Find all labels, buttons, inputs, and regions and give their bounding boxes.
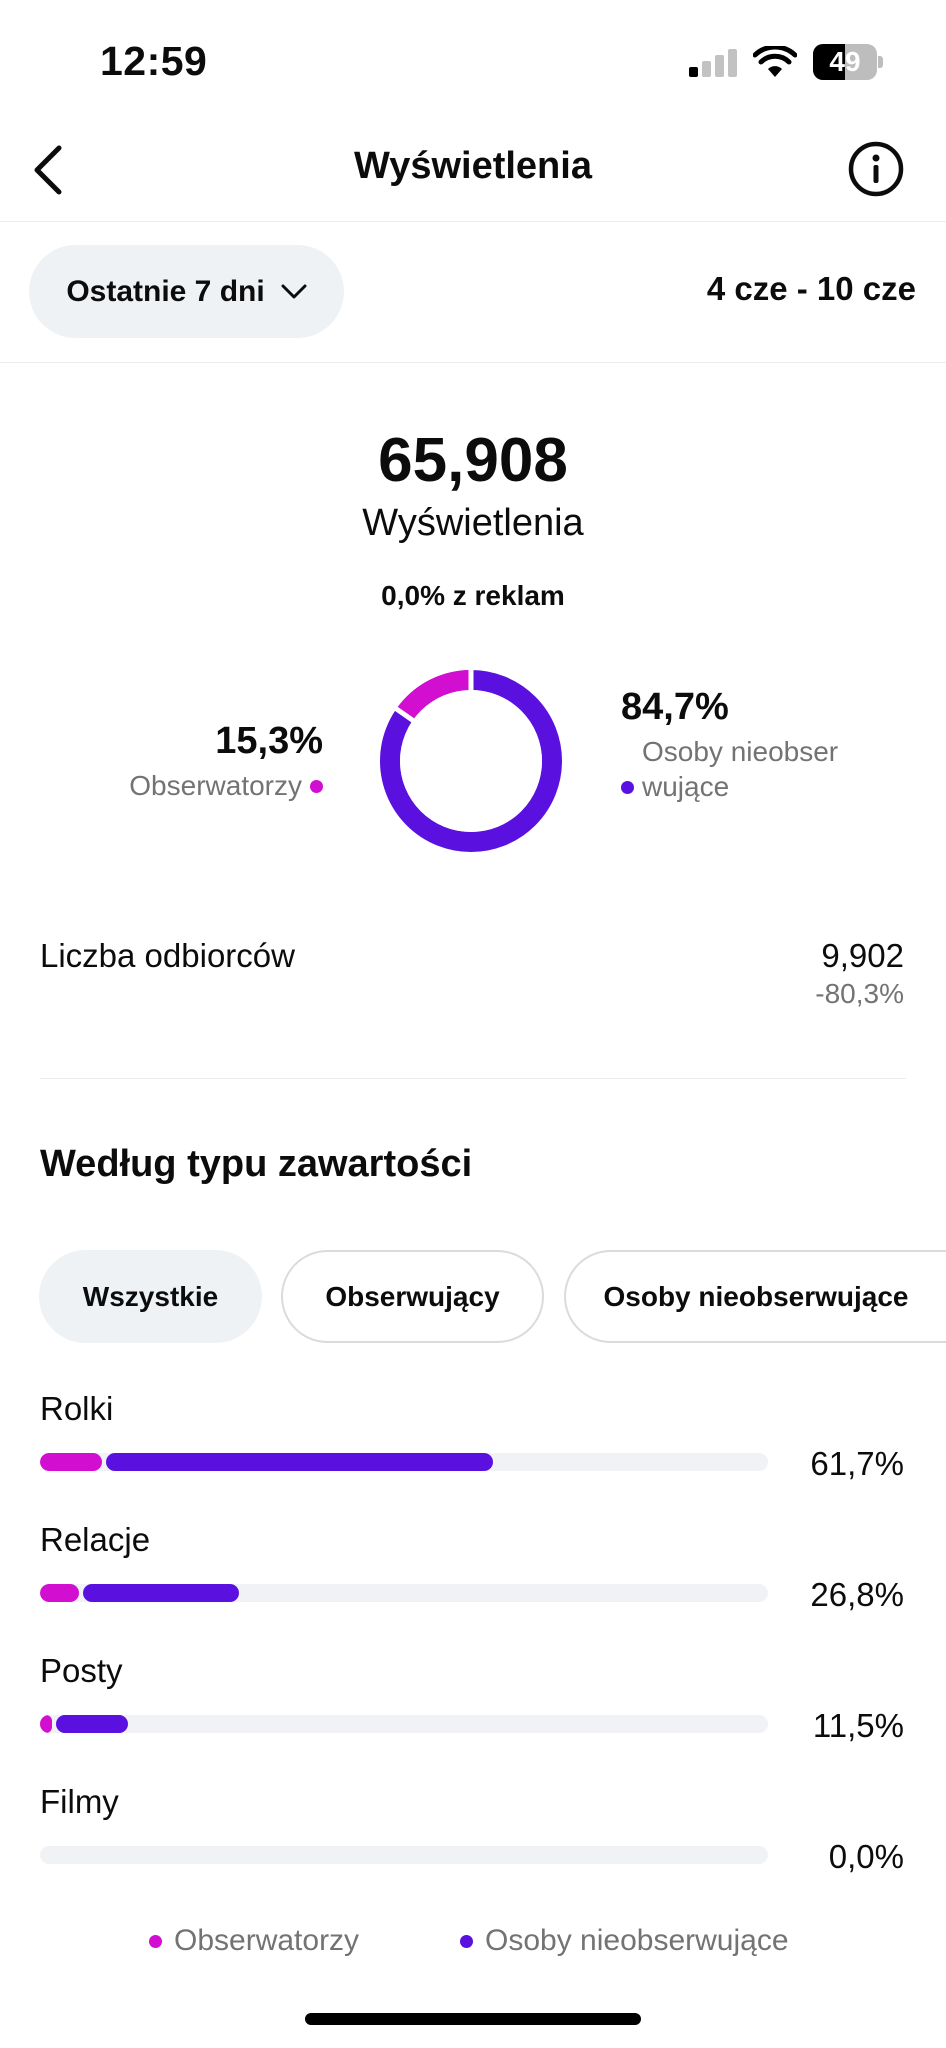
legend-followers-label: Obserwatorzy — [174, 1924, 360, 1957]
bar-seg-followers — [40, 1453, 102, 1471]
non-followers-dot — [621, 781, 634, 794]
followers-pct: 15,3% — [215, 720, 323, 762]
audience-label: Liczba odbiorców — [40, 937, 295, 974]
wifi-icon — [753, 46, 797, 77]
audience-divider — [40, 1078, 906, 1079]
header-divider — [0, 221, 946, 222]
row-pct-posts: 11,5% — [812, 1707, 904, 1744]
info-icon[interactable] — [846, 139, 906, 199]
donut-hole — [400, 690, 542, 832]
cellular-signal-icon — [689, 49, 737, 77]
bar-seg-non-followers — [55, 1715, 128, 1733]
legend-followers-dot — [149, 1934, 162, 1948]
row-label-stories: Relacje — [40, 1521, 151, 1558]
row-label-videos: Filmy — [40, 1783, 119, 1820]
non-followers-pct: 84,7% — [621, 686, 729, 728]
bar-seg-non-followers — [82, 1584, 240, 1602]
followers-label: Obserwatorzy — [129, 770, 302, 801]
bar-seg-followers — [40, 1715, 52, 1733]
content-type-title: Według typu zawartości — [40, 1143, 473, 1185]
row-label-posts: Posty — [40, 1652, 123, 1689]
chevron-down-icon — [281, 284, 307, 298]
filter-non-followers-chip[interactable]: Osoby nieobserwujące — [564, 1250, 946, 1343]
audience-change: -80,3% — [815, 978, 904, 1009]
battery-level: 49 — [829, 46, 861, 77]
followers-dot — [310, 779, 323, 793]
date-range-dropdown[interactable]: Ostatnie 7 dni — [29, 245, 344, 338]
date-range-label: Ostatnie 7 dni — [66, 274, 265, 308]
row-pct-stories: 26,8% — [810, 1576, 904, 1613]
filter-followers-chip[interactable]: Obserwujący — [281, 1250, 544, 1343]
row-pct-reels: 61,7% — [810, 1445, 904, 1482]
followers-legend: Obserwatorzy — [129, 770, 323, 802]
chevron-left-icon — [34, 145, 62, 195]
status-time: 12:59 — [100, 38, 208, 84]
page-title: Wyświetlenia — [354, 145, 592, 187]
battery-icon: 49 — [813, 44, 883, 80]
bar-seg-non-followers — [105, 1453, 494, 1471]
row-bar-posts — [40, 1715, 768, 1733]
home-indicator — [305, 2013, 641, 2025]
range-divider — [0, 362, 946, 363]
date-range-text: 4 cze - 10 cze — [706, 270, 916, 307]
audience-value: 9,902 — [821, 937, 904, 974]
row-label-reels: Rolki — [40, 1390, 114, 1427]
back-button[interactable] — [18, 140, 78, 200]
followers-donut-chart — [379, 666, 562, 852]
row-bar-videos — [40, 1846, 768, 1864]
row-bar-stories — [40, 1584, 768, 1602]
legend-non-followers-label: Osoby nieobserwujące — [485, 1924, 789, 1957]
legend-non-followers-dot — [460, 1934, 473, 1948]
legend-followers: Obserwatorzy — [149, 1924, 359, 1958]
ads-share: 0,0% z reklam — [381, 580, 565, 611]
total-views: 65,908 — [378, 426, 568, 495]
filter-all-chip[interactable]: Wszystkie — [39, 1250, 262, 1343]
legend-non-followers: Osoby nieobserwujące — [460, 1924, 789, 1958]
non-followers-label: Osoby nieobserwujące — [642, 736, 839, 802]
bar-seg-followers — [40, 1584, 79, 1602]
row-pct-videos: 0,0% — [828, 1838, 904, 1875]
total-views-label: Wyświetlenia — [362, 502, 584, 544]
non-followers-legend: Osoby nieobserwujące — [621, 734, 842, 804]
row-bar-reels — [40, 1453, 768, 1471]
